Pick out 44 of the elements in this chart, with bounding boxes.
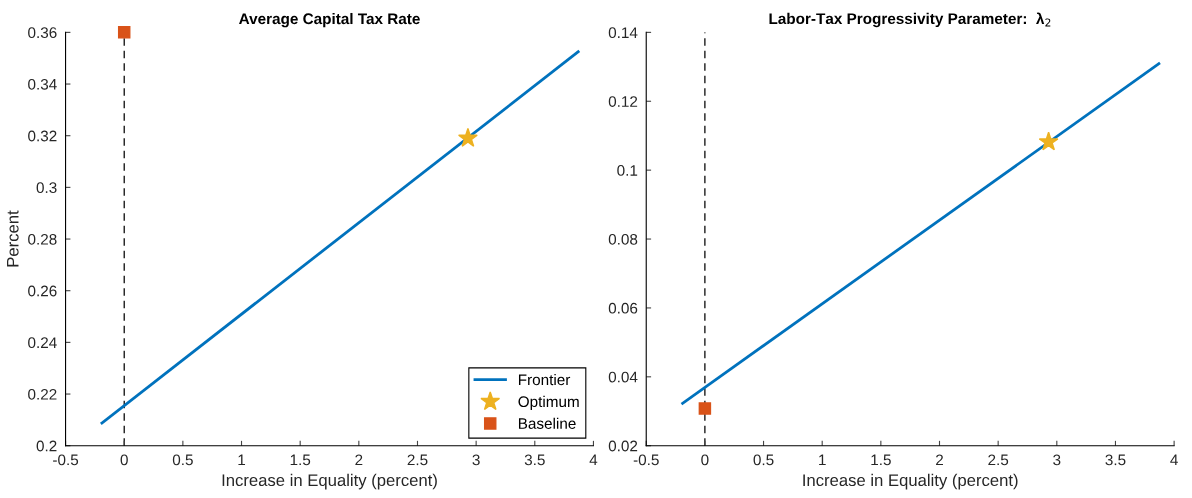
y-tick-label: 0.14 (608, 27, 638, 39)
y-tick-label: 0.08 (608, 233, 638, 245)
x-tick-label: 1.5 (871, 454, 891, 466)
y-tick-label: 0.06 (608, 302, 638, 314)
x-tick-label: 2 (936, 454, 943, 466)
x-tick-label: 2.5 (407, 454, 428, 466)
x-tick-label: 0.5 (753, 454, 774, 466)
y-tick-label: 0.2 (36, 440, 57, 452)
x-tick-label: 3 (1053, 454, 1061, 466)
x-tick-label: 0 (120, 454, 128, 466)
x-tick-label: 3 (472, 454, 480, 466)
y-tick-label: 0.28 (28, 233, 57, 245)
y-tick-label: 0.36 (28, 27, 57, 39)
x-tick-label: -0.5 (633, 454, 659, 466)
chart-title: Labor-Tax Progressivity Parameter: λ$_{2}$ (769, 12, 1051, 28)
legend-label: Baseline (518, 417, 576, 429)
y-tick-label: 0.3 (36, 182, 57, 194)
x-tick-label: -0.5 (53, 454, 79, 466)
x-tick-label: 0 (701, 454, 709, 466)
x-tick-label: 0.5 (172, 454, 193, 466)
x-tick-label: 1 (819, 454, 826, 466)
x-axis-title: Increase in Equality (percent) (803, 473, 1018, 490)
y-tick-label: 0.04 (608, 371, 638, 383)
y-tick-label: 0.24 (28, 337, 57, 349)
x-tick-label: 3.5 (1105, 454, 1126, 466)
x-tick-label: 2 (355, 454, 363, 466)
x-tick-label: 2.5 (988, 454, 1009, 466)
x-tick-label: 4 (589, 454, 598, 466)
x-tick-label: 3.5 (524, 454, 545, 466)
legend-label: Optimum (518, 395, 579, 411)
y-tick-label: 0.34 (28, 78, 57, 90)
x-axis-title: Increase in Equality (percent) (222, 473, 437, 490)
y-tick-label: 0.02 (608, 440, 638, 452)
x-tick-label: 1.5 (290, 454, 311, 466)
y-tick-label: 0.22 (28, 388, 57, 400)
y-tick-label: 0.32 (28, 130, 57, 142)
y-tick-label: 0.1 (617, 165, 638, 176)
x-tick-label: 4 (1170, 454, 1178, 466)
x-tick-label: 1 (238, 454, 246, 466)
y-tick-label: 0.26 (28, 285, 57, 297)
legend-label: Frontier (518, 373, 571, 386)
y-axis-title: Percent (7, 210, 19, 267)
y-tick-label: 0.12 (608, 96, 638, 107)
chart-title: Average Capital Tax Rate (239, 12, 420, 28)
